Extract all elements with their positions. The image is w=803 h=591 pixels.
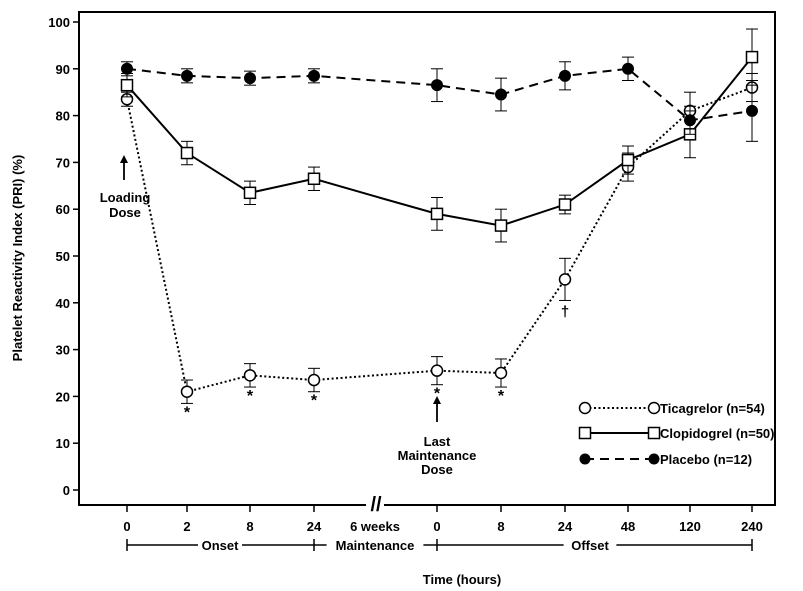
plot-frame — [78, 11, 776, 506]
data-point — [494, 219, 508, 232]
x-tick-label: 0 — [123, 519, 130, 534]
legend-marker — [578, 401, 592, 415]
data-point — [558, 198, 572, 211]
legend-label: Placebo (n=12) — [660, 452, 752, 467]
data-point — [684, 114, 696, 127]
x-tick-label: 8 — [246, 519, 253, 534]
data-point — [494, 366, 508, 380]
data-point — [621, 153, 635, 167]
data-point — [121, 62, 133, 75]
axis-break-mark: // — [370, 494, 382, 516]
series-line — [126, 67, 753, 122]
data-point — [307, 172, 321, 186]
data-point — [243, 186, 257, 200]
y-tick-label: 80 — [56, 109, 70, 124]
legend-label: Ticagrelor (n=54) — [660, 401, 765, 416]
data-point — [430, 207, 444, 221]
phase-label: Maintenance — [336, 538, 415, 553]
data-point — [495, 88, 507, 101]
y-tick-label: 60 — [56, 202, 70, 217]
data-point — [243, 369, 257, 382]
last-maintenance-arrow-head — [433, 396, 441, 404]
data-point — [120, 78, 134, 92]
data-point — [558, 273, 572, 286]
legend-marker — [647, 401, 661, 415]
x-axis-title: Time (hours) — [423, 572, 502, 587]
data-point — [746, 104, 758, 117]
y-tick-label: 20 — [56, 389, 70, 404]
series-line — [126, 86, 753, 393]
x-tick-label: 6 weeks — [350, 519, 400, 534]
data-point — [745, 50, 759, 64]
y-tick-label: 30 — [56, 343, 70, 358]
data-point — [180, 385, 194, 398]
y-tick-label: 70 — [56, 155, 70, 170]
x-tick-label: 8 — [497, 519, 504, 534]
x-tick-label: 120 — [679, 519, 701, 534]
x-tick-label: 48 — [621, 519, 635, 534]
y-tick-label: 100 — [48, 15, 70, 30]
phase-label: Onset — [202, 538, 240, 553]
significance-asterisk: * — [498, 388, 505, 405]
data-point — [181, 69, 193, 82]
last-maintenance-label: Last — [424, 434, 451, 449]
data-point — [244, 72, 256, 85]
x-tick-label: 0 — [433, 519, 440, 534]
legend-marker — [578, 426, 592, 440]
legend-marker — [579, 453, 591, 465]
last-maintenance-label: Maintenance — [398, 448, 477, 463]
legend: Ticagrelor (n=54) Clopidogrel (n=50) Place… — [578, 401, 774, 467]
legend-marker — [648, 453, 660, 465]
x-tick-label: 24 — [307, 519, 322, 534]
data-point — [430, 364, 444, 377]
significance-asterisk: * — [184, 404, 191, 421]
series-ticagrelor — [120, 72, 759, 404]
phase-label-bg — [326, 536, 424, 554]
phase-label: Offset — [571, 538, 609, 553]
data-point — [431, 79, 443, 92]
axis-break-gap — [366, 498, 384, 512]
legend-marker — [647, 426, 661, 440]
legend-label: Clopidogrel (n=50) — [660, 426, 774, 441]
y-tick-label: 40 — [56, 296, 70, 311]
x-tick-label: 2 — [183, 519, 190, 534]
phase-label-bg — [563, 536, 617, 554]
data-point — [180, 146, 194, 160]
y-tick-label: 50 — [56, 249, 70, 264]
y-tick-label: 90 — [56, 62, 70, 77]
loading-dose-label: Loading — [100, 190, 151, 205]
data-point — [559, 69, 571, 82]
series-placebo — [121, 56, 758, 142]
y-tick-label: 10 — [56, 436, 70, 451]
last-maintenance-label: Dose — [421, 462, 453, 477]
x-tick-label: 240 — [741, 519, 763, 534]
series-clopidogrel — [120, 28, 759, 243]
loading-dose-label: Dose — [109, 205, 141, 220]
significance-dagger: † — [561, 303, 569, 320]
significance-asterisk: * — [434, 386, 441, 403]
phase-label-bg — [198, 536, 242, 554]
y-tick-label: 0 — [63, 483, 70, 498]
loading-dose-arrow-head — [120, 155, 128, 163]
data-point — [308, 69, 320, 82]
x-tick-label: 24 — [558, 519, 573, 534]
significance-asterisk: * — [247, 388, 254, 405]
significance-asterisk: * — [311, 393, 318, 410]
data-point — [622, 62, 634, 75]
y-axis-title: Platelet Reactivity Index (PRI) (%) — [10, 155, 25, 362]
data-point — [307, 373, 321, 387]
